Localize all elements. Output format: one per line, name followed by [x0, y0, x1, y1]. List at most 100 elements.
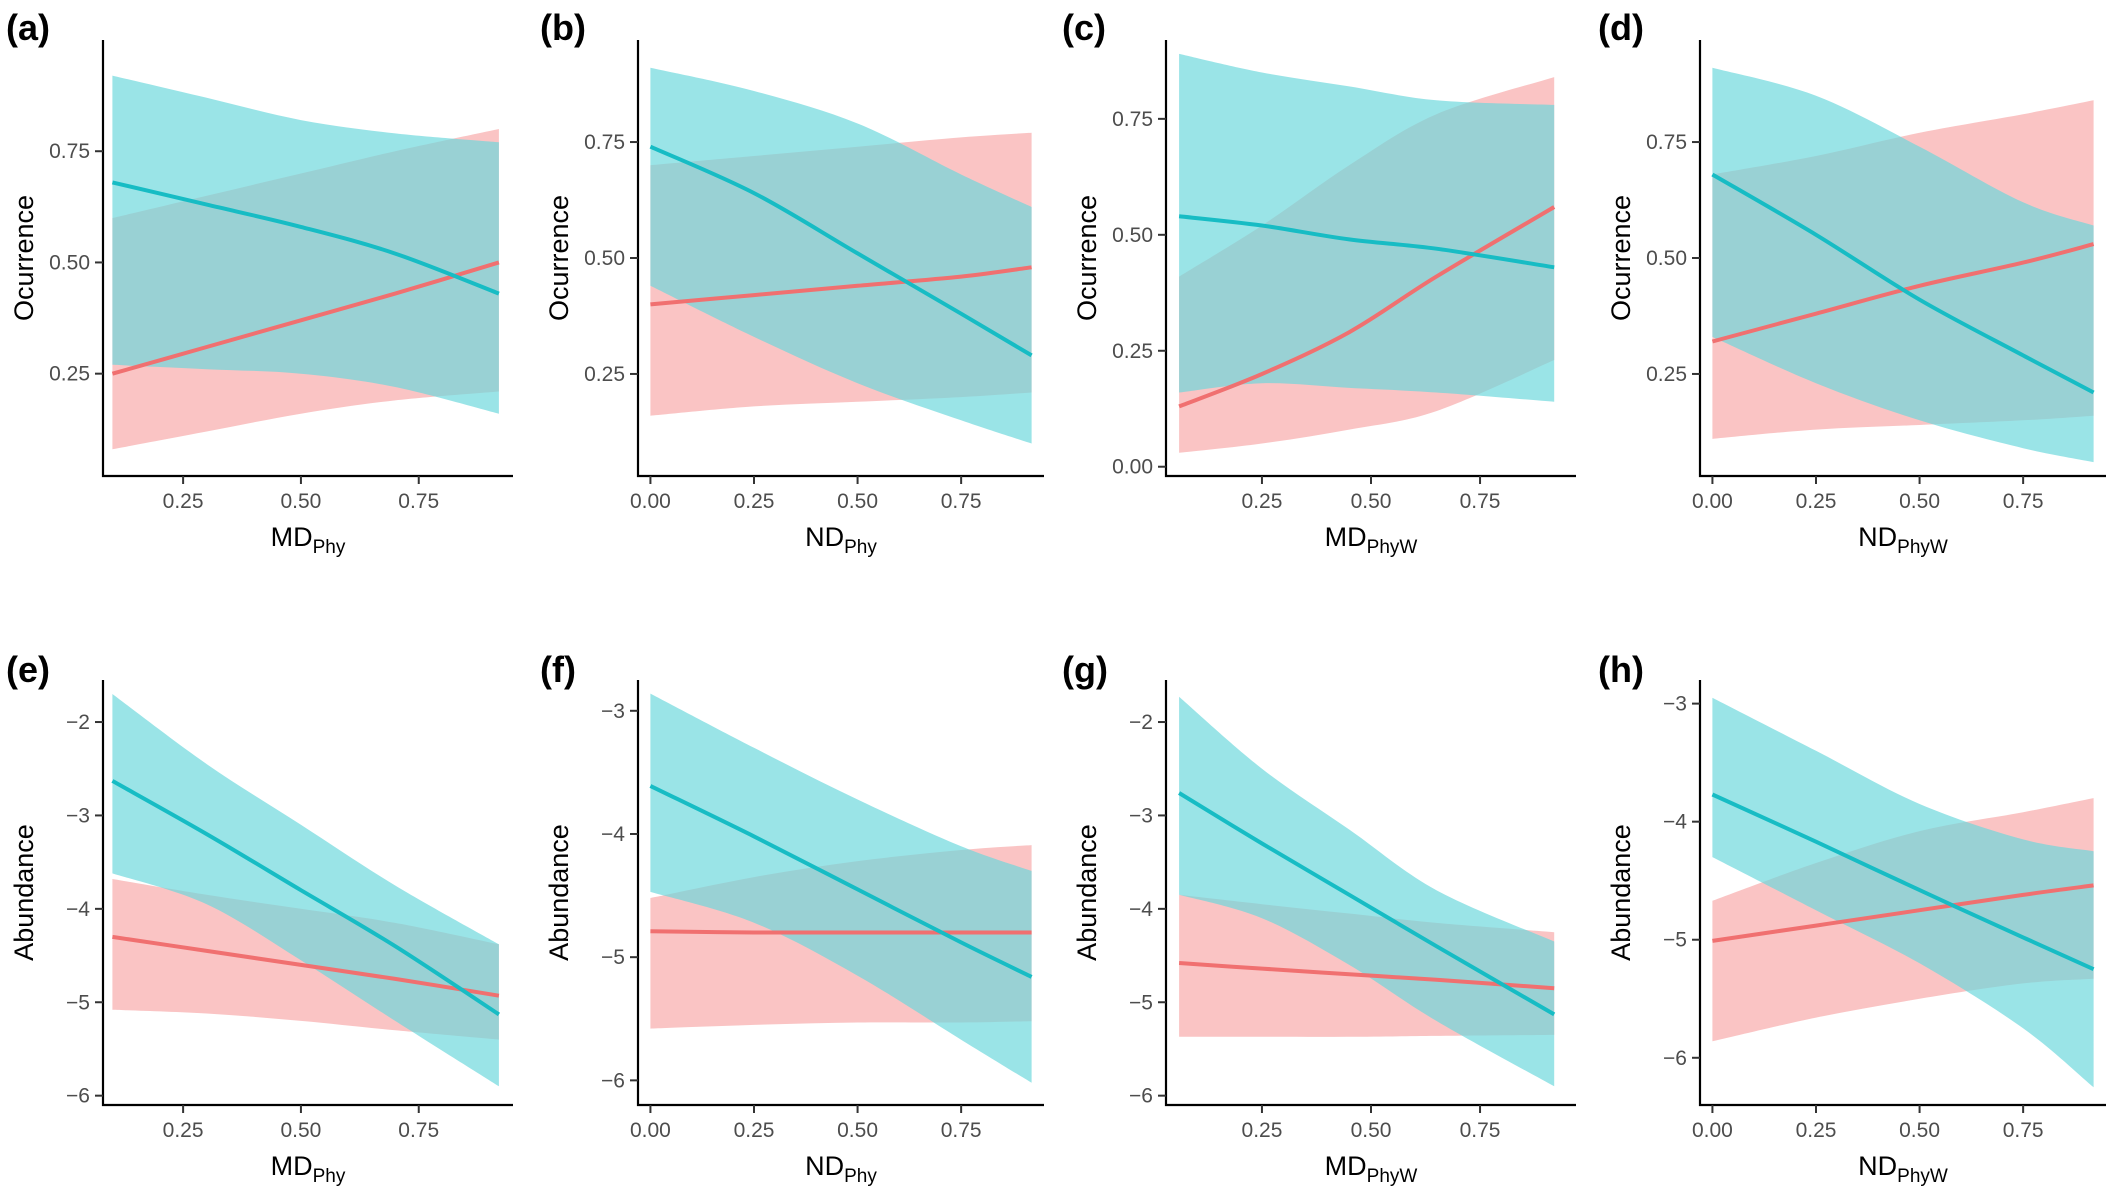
y-tick-label: 0.75: [1646, 131, 1687, 154]
x-tick-label: 0.75: [2003, 490, 2044, 513]
x-tick-label: 0.25: [734, 490, 775, 513]
x-tick-label: 0.50: [1351, 490, 1392, 513]
x-tick-label: 0.00: [630, 1119, 671, 1142]
y-tick-label: −5: [1129, 991, 1153, 1014]
axis-lines: [101, 680, 513, 1107]
x-axis-title-main: ND: [805, 522, 844, 552]
axis-lines: [1698, 40, 2106, 478]
series-line-2: [111, 180, 500, 296]
panel-h: 0.00 0.25 0.50 0.75 −6 −5 −4 −3 NDPhyW Abundance (…: [1598, 649, 2106, 1187]
x-axis-title-main: ND: [1858, 1151, 1897, 1181]
y-tick-label: −3: [601, 700, 625, 723]
y-axis-title: Abundance: [1606, 824, 1636, 961]
y-axis-title: Ocurrence: [9, 195, 39, 321]
series-line-2: [649, 144, 1033, 358]
panel-e: 0.25 0.50 0.75 −6 −5 −4 −3 −2 MDPhy Abundance (e): [6, 649, 513, 1187]
y-tick-label: −4: [1129, 898, 1153, 921]
x-tick-label: 0.75: [1460, 490, 1501, 513]
x-tick-label: 0.25: [734, 1119, 775, 1142]
y-tick-label: −2: [1129, 711, 1153, 734]
x-axis-title-main: MD: [271, 1151, 313, 1181]
y-tick-label: 0.25: [1112, 340, 1153, 363]
x-axis-title-subscript: PhyW: [1897, 537, 1948, 558]
x-axis-title-subscript: PhyW: [1367, 1166, 1418, 1187]
x-tick-label: 0.25: [1796, 490, 1837, 513]
panel-label: (e): [6, 649, 50, 690]
y-tick-label: 0.75: [49, 140, 90, 163]
y-tick-label: 0.50: [1112, 224, 1153, 247]
y-tick-label: 0.50: [584, 247, 625, 270]
y-tick-label: 0.75: [1112, 108, 1153, 131]
panel-label: (c): [1062, 7, 1106, 48]
series-line-1: [1178, 205, 1556, 409]
series-line-1: [112, 934, 500, 998]
y-axis-title: Abundance: [544, 824, 574, 961]
y-tick-label: −3: [66, 804, 90, 827]
panel-label: (h): [1598, 649, 1644, 690]
series-line-2: [1711, 792, 2095, 972]
y-tick-label: −4: [66, 898, 90, 921]
panel-d: 0.00 0.25 0.50 0.75 0.25 0.50 0.75 NDPhyW Ocurre…: [1598, 7, 2106, 558]
x-axis-title-subscript: Phy: [844, 537, 877, 558]
y-tick-label: −3: [1663, 693, 1687, 716]
x-axis-title-main: MD: [1325, 522, 1367, 552]
y-tick-label: −5: [66, 991, 90, 1014]
confidence-band-2: [650, 67, 1032, 444]
x-axis-title: MDPhy: [271, 1151, 346, 1187]
panel-label: (b): [540, 7, 586, 48]
panel-label: (a): [6, 7, 50, 48]
y-tick-label: 0.50: [1646, 247, 1687, 270]
x-tick-label: 0.50: [280, 1119, 321, 1142]
x-tick-label: 0.75: [941, 490, 982, 513]
confidence-band-2: [1179, 53, 1555, 402]
x-axis-title-main: ND: [1858, 522, 1897, 552]
y-tick-label: 0.00: [1112, 456, 1153, 479]
x-axis-title: MDPhy: [271, 522, 346, 558]
y-tick-label: 0.75: [584, 131, 625, 154]
y-axis-title: Abundance: [9, 824, 39, 961]
confidence-band-2: [112, 75, 499, 414]
series-line-2: [111, 779, 501, 1017]
confidence-band-2: [112, 694, 499, 1087]
confidence-band-2: [650, 693, 1032, 1083]
series-line-1: [111, 260, 500, 376]
x-axis-title-subscript: Phy: [313, 537, 346, 558]
x-tick-label: 0.25: [163, 1119, 204, 1142]
series-line-2: [649, 784, 1033, 979]
panel-label: (f): [540, 649, 576, 690]
x-tick-label: 0.50: [837, 1119, 878, 1142]
panel-g: 0.25 0.50 0.75 −6 −5 −4 −3 −2 MDPhyW Abundance (g): [1062, 649, 1576, 1187]
x-tick-label: 0.25: [163, 490, 204, 513]
series-line-2: [1711, 172, 2095, 395]
panel-a: 0.25 0.50 0.75 0.25 0.50 0.75 MDPhy Ocurrence (a…: [6, 7, 513, 558]
series-line-1: [1178, 961, 1555, 991]
axis-lines: [636, 40, 1044, 478]
y-axis-title: Ocurrence: [1606, 195, 1636, 321]
x-tick-label: 0.50: [1899, 490, 1940, 513]
x-tick-label: 0.00: [1692, 1119, 1733, 1142]
x-axis-title: NDPhyW: [1858, 1151, 1948, 1187]
x-tick-label: 0.25: [1796, 1119, 1837, 1142]
x-tick-label: 0.75: [398, 1119, 439, 1142]
confidence-band-2: [1179, 696, 1555, 1087]
y-tick-label: −6: [601, 1069, 625, 1092]
y-tick-label: −3: [1129, 804, 1153, 827]
axis-lines: [101, 40, 513, 478]
x-tick-label: 0.00: [1692, 490, 1733, 513]
series-line-1: [650, 929, 1032, 935]
y-tick-label: 0.25: [1646, 363, 1687, 386]
x-axis-title: NDPhy: [805, 1151, 877, 1187]
y-tick-label: −6: [66, 1085, 90, 1108]
y-tick-label: −2: [66, 711, 90, 734]
x-tick-label: 0.50: [1351, 1119, 1392, 1142]
series-line-1: [1712, 883, 2094, 943]
series-line-2: [1178, 791, 1556, 1017]
y-tick-label: −4: [1663, 811, 1687, 834]
x-tick-label: 0.50: [280, 490, 321, 513]
x-tick-label: 0.50: [837, 490, 878, 513]
panel-f: 0.00 0.25 0.50 0.75 −6 −5 −4 −3 NDPhy Abundance (f…: [540, 649, 1044, 1187]
x-axis-title-subscript: PhyW: [1367, 537, 1418, 558]
y-axis-title: Ocurrence: [1072, 195, 1102, 321]
y-axis-title: Abundance: [1072, 824, 1102, 961]
